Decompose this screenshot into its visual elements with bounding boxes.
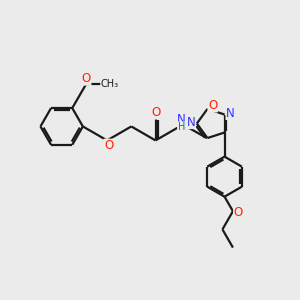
Text: O: O xyxy=(104,139,113,152)
Text: H: H xyxy=(178,122,185,132)
Text: O: O xyxy=(82,72,91,85)
Text: O: O xyxy=(234,206,243,219)
Text: N: N xyxy=(187,116,195,128)
Text: N: N xyxy=(177,113,186,127)
Text: CH₃: CH₃ xyxy=(101,79,119,89)
Text: N: N xyxy=(226,106,235,119)
Text: O: O xyxy=(151,106,160,119)
Text: O: O xyxy=(208,99,217,112)
